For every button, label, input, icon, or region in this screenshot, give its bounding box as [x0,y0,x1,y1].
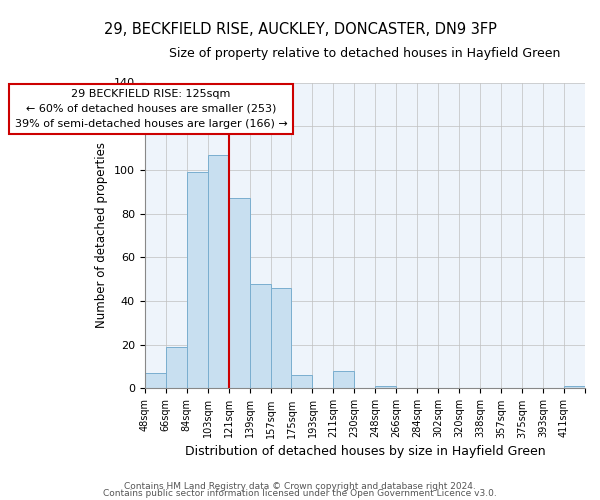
Bar [271,288,292,388]
X-axis label: Distribution of detached houses by size in Hayfield Green: Distribution of detached houses by size … [185,444,545,458]
Text: 29, BECKFIELD RISE, AUCKLEY, DONCASTER, DN9 3FP: 29, BECKFIELD RISE, AUCKLEY, DONCASTER, … [104,22,496,38]
Bar [187,172,208,388]
Bar [166,347,187,389]
Bar [208,154,229,388]
Text: 29 BECKFIELD RISE: 125sqm
← 60% of detached houses are smaller (253)
39% of semi: 29 BECKFIELD RISE: 125sqm ← 60% of detac… [14,89,287,128]
Text: Contains public sector information licensed under the Open Government Licence v3: Contains public sector information licen… [103,490,497,498]
Bar [334,371,355,388]
Bar [145,373,166,388]
Bar [250,284,271,389]
Title: Size of property relative to detached houses in Hayfield Green: Size of property relative to detached ho… [169,48,560,60]
Text: Contains HM Land Registry data © Crown copyright and database right 2024.: Contains HM Land Registry data © Crown c… [124,482,476,491]
Bar [376,386,397,388]
Bar [292,376,313,388]
Bar [564,386,585,388]
Bar [229,198,250,388]
Y-axis label: Number of detached properties: Number of detached properties [95,142,109,328]
